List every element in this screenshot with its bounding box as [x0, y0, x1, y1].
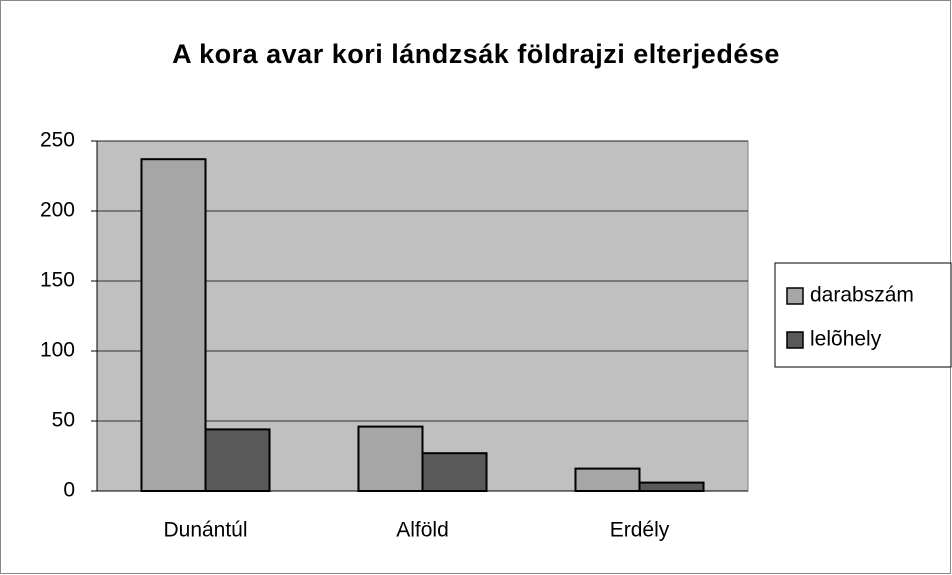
- legend-box: [774, 262, 952, 368]
- y-tick-label: 0: [63, 479, 75, 502]
- y-tick-label: 150: [40, 269, 75, 292]
- y-tick-label: 200: [40, 199, 75, 222]
- bar: [638, 481, 705, 493]
- legend-label: lelõhely: [810, 328, 882, 351]
- bar: [204, 428, 271, 492]
- bar: [140, 158, 207, 492]
- bar: [357, 425, 424, 493]
- y-tick-label: 250: [40, 129, 75, 152]
- legend-label: darabszám: [810, 284, 914, 307]
- bar: [574, 467, 641, 493]
- x-tick-label: Erdély: [610, 519, 670, 542]
- y-tick-label: 100: [40, 339, 75, 362]
- legend-swatch: [786, 287, 804, 305]
- chart-title: A kora avar kori lándzsák földrajzi elte…: [172, 39, 780, 69]
- x-tick-label: Alföld: [396, 519, 449, 542]
- legend-swatch: [786, 331, 804, 349]
- x-tick-label: Dunántúl: [163, 519, 247, 542]
- bar: [421, 452, 488, 493]
- y-tick-label: 50: [52, 409, 75, 432]
